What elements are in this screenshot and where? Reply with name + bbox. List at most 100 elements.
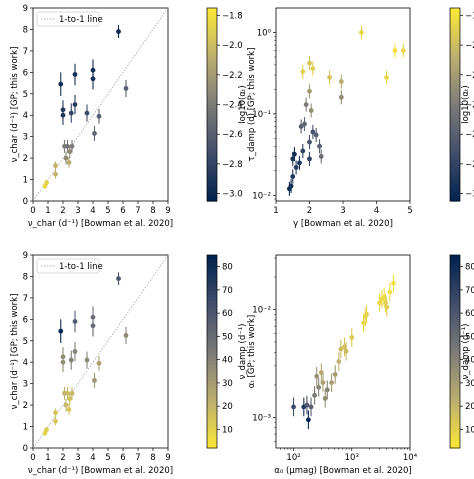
colorbar-segment: [450, 277, 460, 282]
colorbar-segment: [450, 428, 460, 433]
x-axis-label: ν_char (d⁻¹) [Bowman et al. 2020]: [28, 219, 173, 229]
data-point: [377, 300, 382, 306]
colorbar-segment: [450, 159, 460, 163]
data-point: [336, 359, 342, 364]
colorbar-segment: [207, 377, 217, 382]
colorbar-segment: [207, 361, 217, 365]
legend: 1-to-1 line: [36, 11, 103, 27]
colorbar: 10 20 30 40 50 60 70 80 ν_damp (d⁻¹): [206, 254, 248, 449]
colorbar-segment: [450, 283, 460, 288]
x-tick-label: 3: [340, 206, 345, 216]
colorbar-segment: [207, 184, 217, 189]
colorbar-segment: [450, 88, 460, 93]
colorbar-segment: [207, 33, 217, 38]
colorbar-segment: [207, 444, 217, 449]
data-point: [63, 402, 69, 408]
colorbar-segment: [450, 133, 460, 138]
colorbar-segment: [450, 287, 460, 291]
data-point: [72, 319, 78, 324]
colorbar-tick-label: 60: [465, 309, 474, 319]
colorbar-tick-label: 80: [222, 263, 233, 273]
colorbar-segment: [450, 172, 460, 176]
colorbar-segment: [207, 24, 217, 28]
colorbar-segment: [450, 94, 460, 99]
y-tick-label: 4: [23, 111, 28, 121]
y-tick-label: 1: [23, 423, 28, 433]
data-point: [338, 94, 344, 100]
colorbar-segment: [207, 56, 217, 61]
colorbar-segment: [450, 49, 460, 54]
colorbar-segment: [207, 120, 217, 125]
x-tick-label: 4: [90, 453, 95, 463]
data-point: [123, 333, 129, 338]
colorbar-segment: [207, 300, 217, 304]
colorbar: −1.8 −2.0 −2.2 −2.4 −2.6 −2.8 −3.0 log10(αₜ): [449, 7, 474, 202]
y-tick-label: 0: [23, 444, 28, 454]
data-point: [384, 304, 390, 310]
colorbar-segment: [207, 172, 217, 176]
colorbar-segment: [207, 296, 217, 301]
colorbar-tick-label: −2.0: [222, 41, 243, 51]
colorbar-segment: [450, 197, 460, 202]
colorbar-segment: [207, 146, 217, 151]
colorbar-segment: [450, 322, 460, 327]
data-point: [308, 404, 314, 410]
data-point: [307, 60, 312, 66]
colorbar-segment: [207, 354, 217, 359]
colorbar-segment: [450, 175, 460, 180]
data-point: [69, 390, 75, 396]
colorbar-segment: [207, 402, 217, 407]
colorbar-segment: [207, 139, 217, 144]
data-point: [304, 402, 310, 408]
colorbar-tick-label: 30: [465, 379, 474, 389]
data-point: [327, 75, 332, 80]
colorbar-tick-label: −2.4: [465, 101, 474, 111]
y-tick-label: 8: [23, 272, 28, 282]
colorbar-segment: [450, 386, 460, 391]
colorbar-segment: [450, 399, 460, 404]
x-tick-label: 8: [150, 453, 155, 463]
colorbar-segment: [450, 69, 460, 73]
colorbar-segment: [450, 383, 460, 388]
colorbar-segment: [207, 152, 217, 157]
x-tick-label: 2: [307, 206, 312, 216]
colorbar: 10 20 30 40 50 60 70 80 ν_damp (d⁻¹): [449, 254, 474, 449]
colorbar-tick-label: −1.8: [465, 11, 474, 21]
colorbar-segment: [207, 188, 217, 192]
x-tick-label: 5: [407, 206, 412, 216]
colorbar-segment: [450, 30, 460, 35]
colorbar-segment: [207, 306, 217, 311]
colorbar-segment: [207, 36, 217, 41]
colorbar-segment: [450, 264, 460, 269]
colorbar-segment: [207, 175, 217, 180]
colorbar-segment: [207, 65, 217, 70]
x-tick-label: 6: [120, 206, 125, 216]
y-tick-label: 10⁻¹: [252, 110, 271, 120]
colorbar-segment: [450, 24, 460, 28]
colorbar-segment: [207, 94, 217, 99]
data-point: [92, 378, 97, 383]
colorbar-segment: [450, 162, 460, 167]
colorbar-segment: [450, 143, 460, 147]
colorbar-segment: [450, 130, 460, 135]
colorbar-segment: [450, 296, 460, 301]
colorbar-segment: [207, 283, 217, 288]
colorbar-segment: [450, 377, 460, 382]
colorbar-segment: [207, 386, 217, 391]
colorbar-tick-label: 70: [222, 286, 233, 296]
data-point: [308, 108, 314, 113]
colorbar-tick-label: −1.8: [222, 11, 243, 21]
colorbar-segment: [207, 351, 217, 356]
colorbar-segment: [207, 133, 217, 138]
colorbar-segment: [450, 396, 460, 401]
colorbar-segment: [450, 380, 460, 385]
colorbar-segment: [450, 117, 460, 122]
colorbar-tick-label: −3.0: [222, 190, 243, 200]
data-point: [391, 280, 396, 286]
data-point: [392, 48, 398, 53]
colorbar-label: log10(αₜ): [461, 85, 471, 124]
colorbar-segment: [450, 406, 460, 410]
colorbar-segment: [207, 380, 217, 385]
colorbar-segment: [207, 293, 217, 298]
